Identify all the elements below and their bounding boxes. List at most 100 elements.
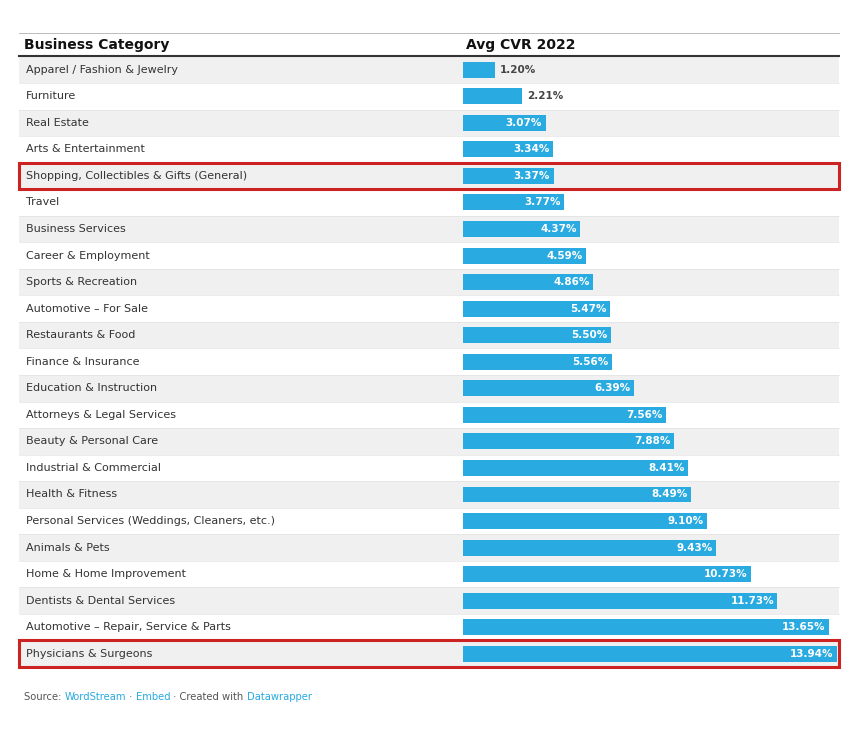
Text: Furniture: Furniture bbox=[26, 92, 76, 101]
Text: Finance & Insurance: Finance & Insurance bbox=[26, 357, 139, 366]
Text: Physicians & Surgeons: Physicians & Surgeons bbox=[26, 649, 152, 659]
FancyBboxPatch shape bbox=[463, 301, 610, 317]
FancyBboxPatch shape bbox=[463, 566, 751, 582]
FancyBboxPatch shape bbox=[19, 83, 839, 109]
FancyBboxPatch shape bbox=[463, 274, 594, 290]
Text: 4.86%: 4.86% bbox=[553, 277, 590, 287]
FancyBboxPatch shape bbox=[19, 402, 839, 428]
Text: 4.59%: 4.59% bbox=[547, 251, 583, 260]
Text: Apparel / Fashion & Jewelry: Apparel / Fashion & Jewelry bbox=[26, 65, 178, 75]
Text: 6.39%: 6.39% bbox=[595, 383, 631, 394]
Text: 13.65%: 13.65% bbox=[782, 622, 825, 632]
FancyBboxPatch shape bbox=[463, 433, 674, 449]
Text: Embed: Embed bbox=[136, 692, 170, 701]
Text: 3.07%: 3.07% bbox=[505, 118, 542, 128]
FancyBboxPatch shape bbox=[463, 141, 553, 158]
Text: 8.49%: 8.49% bbox=[651, 490, 687, 499]
FancyBboxPatch shape bbox=[463, 115, 546, 130]
FancyBboxPatch shape bbox=[463, 487, 691, 502]
FancyBboxPatch shape bbox=[19, 189, 839, 216]
Text: 7.88%: 7.88% bbox=[635, 436, 671, 446]
Text: Education & Instruction: Education & Instruction bbox=[26, 383, 157, 394]
Text: Automotive – For Sale: Automotive – For Sale bbox=[26, 303, 148, 314]
FancyBboxPatch shape bbox=[19, 641, 839, 667]
Text: Health & Fitness: Health & Fitness bbox=[26, 490, 117, 499]
Text: Industrial & Commercial: Industrial & Commercial bbox=[26, 463, 160, 473]
Text: Arts & Entertainment: Arts & Entertainment bbox=[26, 144, 145, 155]
FancyBboxPatch shape bbox=[19, 454, 839, 481]
Text: Business Category: Business Category bbox=[24, 37, 169, 52]
Text: Datawrapper: Datawrapper bbox=[246, 692, 311, 701]
FancyBboxPatch shape bbox=[463, 88, 523, 104]
FancyBboxPatch shape bbox=[463, 221, 580, 237]
FancyBboxPatch shape bbox=[19, 33, 839, 56]
FancyBboxPatch shape bbox=[19, 587, 839, 614]
Text: Business Services: Business Services bbox=[26, 224, 125, 234]
FancyBboxPatch shape bbox=[19, 243, 839, 269]
Text: 10.73%: 10.73% bbox=[704, 569, 747, 579]
Text: · Created with: · Created with bbox=[170, 692, 246, 701]
Text: Sports & Recreation: Sports & Recreation bbox=[26, 277, 137, 287]
Text: 8.41%: 8.41% bbox=[649, 463, 685, 473]
Text: Travel: Travel bbox=[26, 197, 59, 207]
FancyBboxPatch shape bbox=[463, 646, 837, 662]
Text: 1.20%: 1.20% bbox=[499, 65, 536, 75]
FancyBboxPatch shape bbox=[463, 380, 634, 397]
FancyBboxPatch shape bbox=[463, 619, 829, 636]
Text: 3.77%: 3.77% bbox=[524, 197, 561, 207]
Text: Source:: Source: bbox=[24, 692, 64, 701]
Text: Avg CVR 2022: Avg CVR 2022 bbox=[466, 37, 576, 52]
FancyBboxPatch shape bbox=[19, 428, 839, 454]
Text: 5.47%: 5.47% bbox=[570, 303, 607, 314]
FancyBboxPatch shape bbox=[19, 109, 839, 136]
FancyBboxPatch shape bbox=[19, 136, 839, 163]
FancyBboxPatch shape bbox=[463, 248, 586, 263]
FancyBboxPatch shape bbox=[463, 539, 716, 556]
Text: 7.56%: 7.56% bbox=[626, 410, 662, 420]
FancyBboxPatch shape bbox=[19, 216, 839, 243]
FancyBboxPatch shape bbox=[19, 56, 839, 83]
Text: Personal Services (Weddings, Cleaners, etc.): Personal Services (Weddings, Cleaners, e… bbox=[26, 516, 275, 526]
FancyBboxPatch shape bbox=[19, 534, 839, 561]
Text: Career & Employment: Career & Employment bbox=[26, 251, 149, 260]
FancyBboxPatch shape bbox=[19, 295, 839, 322]
FancyBboxPatch shape bbox=[463, 407, 666, 423]
Text: 5.50%: 5.50% bbox=[571, 330, 607, 340]
FancyBboxPatch shape bbox=[463, 513, 707, 529]
Text: Home & Home Improvement: Home & Home Improvement bbox=[26, 569, 185, 579]
FancyBboxPatch shape bbox=[19, 614, 839, 641]
Text: 4.37%: 4.37% bbox=[541, 224, 577, 234]
Text: 5.56%: 5.56% bbox=[572, 357, 609, 366]
FancyBboxPatch shape bbox=[19, 561, 839, 587]
Text: WordStream: WordStream bbox=[64, 692, 126, 701]
Text: 9.10%: 9.10% bbox=[668, 516, 704, 526]
Text: Animals & Pets: Animals & Pets bbox=[26, 542, 109, 553]
FancyBboxPatch shape bbox=[19, 375, 839, 402]
FancyBboxPatch shape bbox=[463, 327, 611, 343]
FancyBboxPatch shape bbox=[19, 348, 839, 375]
Text: Automotive – Repair, Service & Parts: Automotive – Repair, Service & Parts bbox=[26, 622, 231, 632]
Text: Real Estate: Real Estate bbox=[26, 118, 88, 128]
FancyBboxPatch shape bbox=[463, 593, 777, 608]
FancyBboxPatch shape bbox=[19, 508, 839, 534]
FancyBboxPatch shape bbox=[19, 481, 839, 508]
FancyBboxPatch shape bbox=[463, 460, 688, 476]
Text: Restaurants & Food: Restaurants & Food bbox=[26, 330, 135, 340]
Text: Dentists & Dental Services: Dentists & Dental Services bbox=[26, 596, 175, 605]
Text: 3.37%: 3.37% bbox=[514, 171, 550, 181]
FancyBboxPatch shape bbox=[19, 163, 839, 189]
FancyBboxPatch shape bbox=[463, 62, 495, 78]
FancyBboxPatch shape bbox=[463, 354, 613, 369]
Text: Shopping, Collectibles & Gifts (General): Shopping, Collectibles & Gifts (General) bbox=[26, 171, 247, 181]
Text: 2.21%: 2.21% bbox=[527, 92, 563, 101]
Text: 9.43%: 9.43% bbox=[676, 542, 712, 553]
Text: 11.73%: 11.73% bbox=[730, 596, 774, 605]
Text: 3.34%: 3.34% bbox=[513, 144, 549, 155]
Text: Beauty & Personal Care: Beauty & Personal Care bbox=[26, 436, 158, 446]
FancyBboxPatch shape bbox=[19, 322, 839, 348]
Text: ·: · bbox=[126, 692, 136, 701]
Text: 13.94%: 13.94% bbox=[789, 649, 833, 659]
Text: Attorneys & Legal Services: Attorneys & Legal Services bbox=[26, 410, 176, 420]
FancyBboxPatch shape bbox=[19, 269, 839, 295]
FancyBboxPatch shape bbox=[463, 194, 565, 210]
